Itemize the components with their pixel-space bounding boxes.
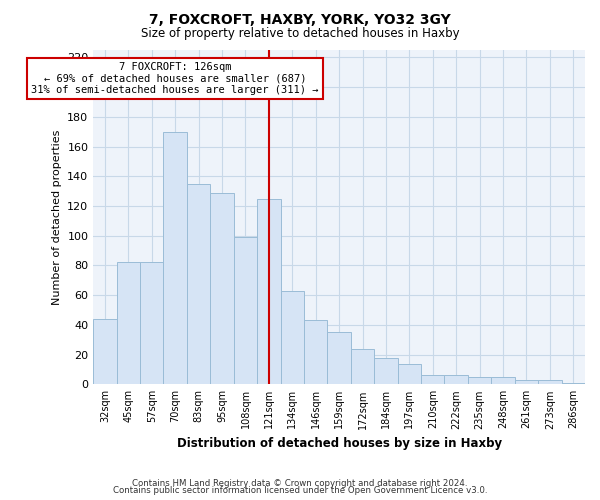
Bar [398,364,421,384]
Bar [163,132,187,384]
Bar [351,348,374,384]
Bar [211,192,234,384]
Bar [328,332,351,384]
Bar [140,262,163,384]
Text: 7, FOXCROFT, HAXBY, YORK, YO32 3GY: 7, FOXCROFT, HAXBY, YORK, YO32 3GY [149,12,451,26]
Y-axis label: Number of detached properties: Number of detached properties [52,130,62,305]
Text: Contains public sector information licensed under the Open Government Licence v3: Contains public sector information licen… [113,486,487,495]
Bar [491,377,515,384]
Bar [93,319,116,384]
X-axis label: Distribution of detached houses by size in Haxby: Distribution of detached houses by size … [176,437,502,450]
Bar [515,380,538,384]
Bar [445,376,468,384]
Bar [421,376,445,384]
Bar [304,320,328,384]
Bar [468,377,491,384]
Text: 7 FOXCROFT: 126sqm
← 69% of detached houses are smaller (687)
31% of semi-detach: 7 FOXCROFT: 126sqm ← 69% of detached hou… [31,62,319,95]
Bar [257,198,281,384]
Bar [562,383,585,384]
Bar [281,290,304,384]
Text: Contains HM Land Registry data © Crown copyright and database right 2024.: Contains HM Land Registry data © Crown c… [132,478,468,488]
Bar [234,237,257,384]
Text: Size of property relative to detached houses in Haxby: Size of property relative to detached ho… [140,28,460,40]
Bar [374,358,398,384]
Bar [538,380,562,384]
Bar [187,184,211,384]
Bar [116,262,140,384]
